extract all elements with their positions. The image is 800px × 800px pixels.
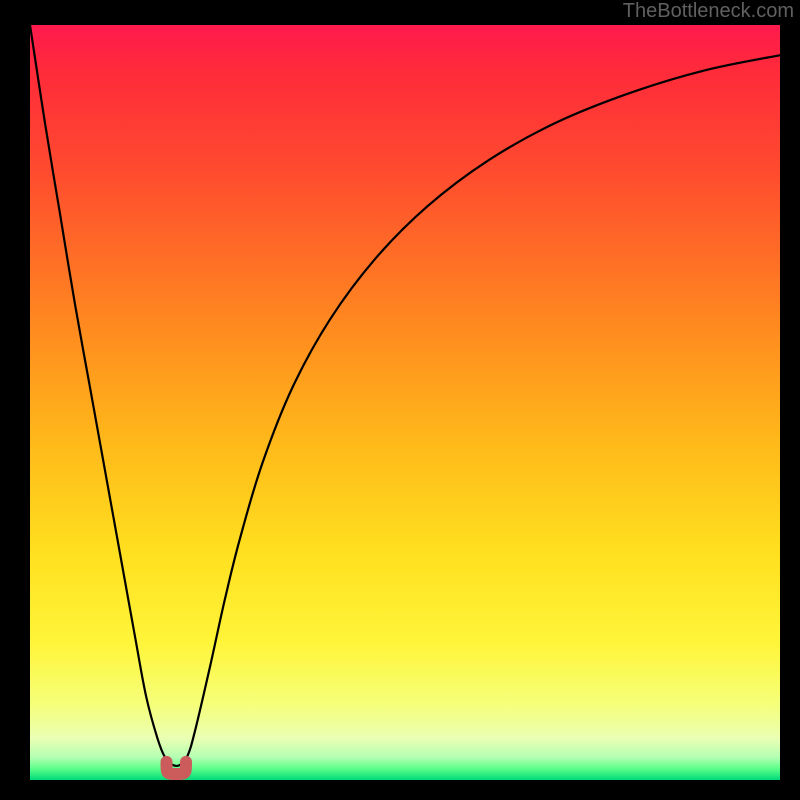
gradient-plot-area [30, 25, 780, 780]
bottleneck-curve-svg [30, 25, 780, 780]
bottleneck-curve [30, 25, 780, 766]
minimum-marker [167, 762, 187, 774]
watermark-text: TheBottleneck.com [623, 0, 794, 23]
